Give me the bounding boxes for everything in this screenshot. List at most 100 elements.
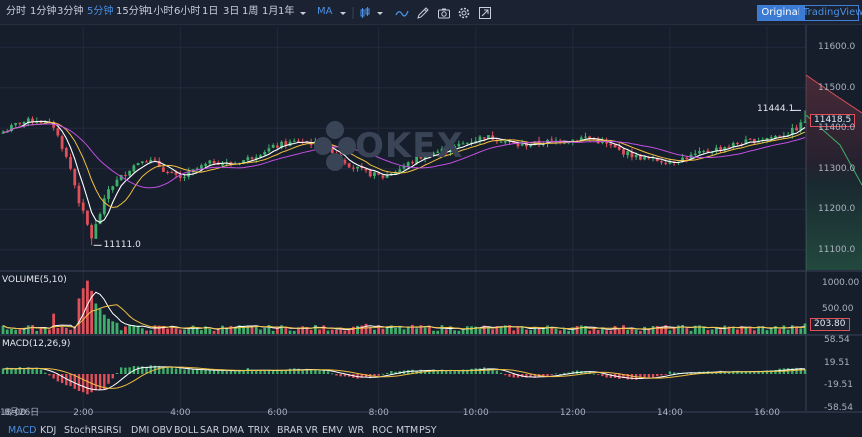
chevron-down-icon[interactable] xyxy=(336,5,350,19)
timeframe-tab[interactable]: 1月 xyxy=(262,6,279,17)
volume-bar xyxy=(225,328,229,334)
candle xyxy=(799,122,803,131)
volume-bar xyxy=(748,326,752,334)
macd-histogram-bar xyxy=(360,374,363,378)
macd-histogram-bar xyxy=(428,369,431,374)
macd-histogram-bar xyxy=(267,369,271,374)
macd-histogram-bar xyxy=(567,372,570,374)
timeframe-tab[interactable]: 3分钟 xyxy=(57,6,84,17)
volume-bar xyxy=(613,325,617,334)
indicator-tab[interactable]: EMV xyxy=(322,425,343,436)
fullscreen-icon[interactable] xyxy=(478,5,492,19)
volume-bar xyxy=(195,327,199,334)
candle xyxy=(415,156,419,164)
timeframe-tab[interactable]: 15分钟 xyxy=(116,6,149,17)
line-draw-icon[interactable] xyxy=(395,5,409,19)
candle xyxy=(769,137,773,139)
volume-bar xyxy=(275,328,279,334)
indicator-tab[interactable]: KDJ xyxy=(40,425,57,436)
chevron-down-icon[interactable] xyxy=(373,5,387,19)
timeframe-tab[interactable]: 6小时 xyxy=(174,6,201,17)
candle xyxy=(111,186,115,190)
mode-tradingview-button[interactable]: TradingView xyxy=(799,5,862,21)
timeframe-tab[interactable]: 5分钟 xyxy=(87,6,114,17)
indicator-dropdown[interactable]: MA xyxy=(317,6,333,17)
candle xyxy=(803,121,807,123)
indicator-tab[interactable]: MTM xyxy=(396,425,419,436)
volume-bar xyxy=(689,330,693,334)
timeframe-tab[interactable]: 1周 xyxy=(242,6,259,17)
macd-histogram-bar xyxy=(394,371,397,374)
volume-bar xyxy=(81,288,85,334)
candle xyxy=(795,127,798,131)
candle xyxy=(423,154,427,160)
timeframe-tab[interactable]: 3日 xyxy=(223,6,240,17)
candle xyxy=(149,159,153,163)
indicator-tab[interactable]: VR xyxy=(305,425,319,436)
camera-icon[interactable] xyxy=(437,5,451,19)
candle xyxy=(693,153,697,156)
volume-bar xyxy=(250,326,254,334)
macd-histogram-bar xyxy=(525,374,528,378)
candle xyxy=(212,160,216,164)
chevron-down-icon[interactable] xyxy=(296,5,310,19)
candle xyxy=(440,148,444,152)
indicator-tab[interactable]: MACD xyxy=(8,425,37,436)
macd-histogram-bar xyxy=(141,366,144,374)
macd-histogram-bar xyxy=(491,368,494,374)
candle xyxy=(140,161,144,163)
volume-bar xyxy=(529,330,533,334)
candle xyxy=(254,157,258,160)
indicator-tab[interactable]: OBV xyxy=(152,425,173,436)
macd-histogram-bar xyxy=(605,374,608,378)
indicator-tab[interactable]: BOLL xyxy=(174,425,199,436)
watermark: OKEX xyxy=(355,126,464,166)
indicator-tab[interactable]: RSI xyxy=(106,425,122,436)
volume-bar xyxy=(136,325,140,334)
macd-histogram-bar xyxy=(761,370,764,374)
volume-bar xyxy=(782,325,786,334)
volume-bar xyxy=(702,326,706,334)
timeframe-tab[interactable]: 分时 xyxy=(6,6,26,17)
indicator-tab[interactable]: DMA xyxy=(222,425,245,436)
volume-bar xyxy=(600,327,604,334)
price-axis-label: 11100.0 xyxy=(818,244,856,255)
pencil-icon[interactable] xyxy=(416,5,430,19)
volume-bar xyxy=(419,325,423,334)
timeframe-tab[interactable]: 1分钟 xyxy=(30,6,57,17)
volume-bar xyxy=(128,324,132,334)
macd-histogram-bar xyxy=(263,370,266,374)
volume-bar xyxy=(292,330,296,334)
candle xyxy=(790,127,794,135)
candle-type-icon[interactable] xyxy=(358,5,372,19)
indicator-tab[interactable]: TRIX xyxy=(248,425,270,436)
timeframe-tab[interactable]: 1日 xyxy=(202,6,219,17)
macd-histogram-bar xyxy=(542,374,545,377)
indicator-tab[interactable]: ROC xyxy=(372,425,393,436)
indicator-tab[interactable]: BRAR xyxy=(277,425,303,436)
indicator-tab[interactable]: WR xyxy=(348,425,364,436)
volume-bar xyxy=(440,325,444,334)
volume-axis-label: 1000.00 xyxy=(822,278,860,289)
macd-histogram-bar xyxy=(115,372,119,374)
macd-histogram-bar xyxy=(803,369,807,374)
timeframe-tab[interactable]: 1年 xyxy=(278,6,295,17)
gear-icon[interactable] xyxy=(457,5,471,19)
indicator-tab[interactable]: PSY xyxy=(419,425,437,436)
macd-histogram-bar xyxy=(69,374,72,387)
mode-original-button[interactable]: Original xyxy=(757,5,805,21)
high-price-label: 11444.1 xyxy=(757,104,795,115)
volume-last-tag: 203.80 xyxy=(810,317,850,331)
macd-histogram-bar xyxy=(639,374,642,378)
volume-bar xyxy=(605,330,609,334)
macd-axis-label: 58.54 xyxy=(824,335,850,346)
volume-bar xyxy=(98,308,102,334)
volume-bar xyxy=(508,325,511,334)
indicator-tab[interactable]: DMI xyxy=(131,425,150,436)
macd-histogram-bar xyxy=(757,370,760,374)
timeframe-tab[interactable]: 1小时 xyxy=(147,6,174,17)
candle xyxy=(714,147,718,152)
indicator-tab[interactable]: StochRSI xyxy=(64,425,107,436)
candle xyxy=(305,142,309,144)
indicator-tab[interactable]: SAR xyxy=(200,425,220,436)
